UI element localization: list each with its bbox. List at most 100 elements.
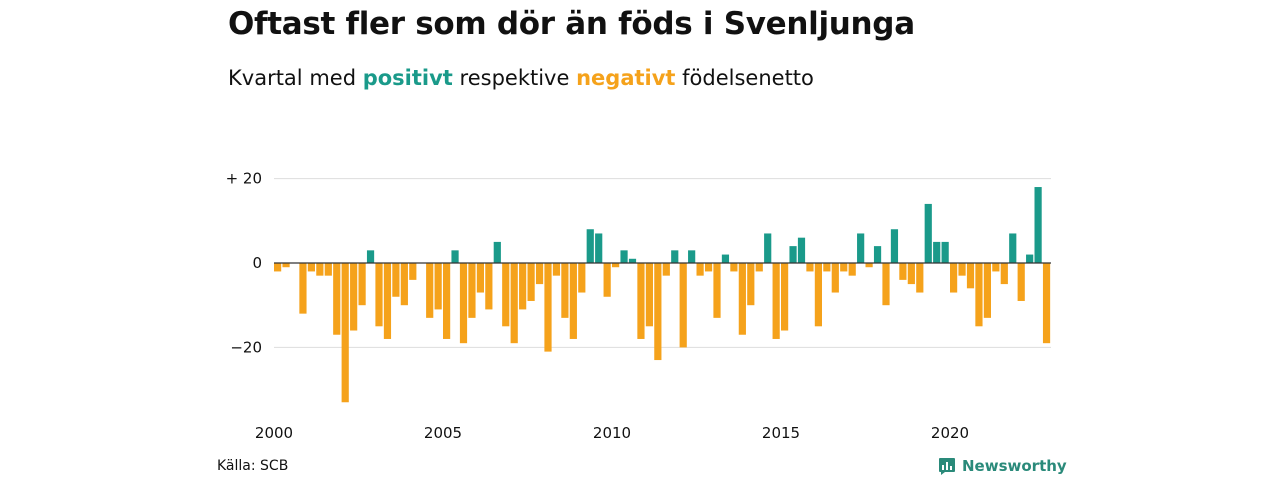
bar xyxy=(612,263,620,268)
bar xyxy=(738,263,746,335)
bar xyxy=(1017,263,1025,301)
bar xyxy=(840,263,848,272)
bar xyxy=(637,263,645,339)
bar xyxy=(992,263,1000,272)
bar xyxy=(358,263,366,306)
bar xyxy=(975,263,983,327)
bar xyxy=(890,229,899,263)
bar xyxy=(578,263,586,293)
bar xyxy=(392,263,400,297)
bar xyxy=(485,263,493,310)
bar xyxy=(324,263,332,276)
bar xyxy=(857,233,865,263)
bar xyxy=(1042,263,1051,344)
bar xyxy=(316,263,324,276)
chart-title: Oftast fler som dör än föds i Svenljunga xyxy=(228,6,915,42)
bar xyxy=(789,246,797,263)
bar xyxy=(907,263,915,285)
x-tick-label: 2020 xyxy=(931,424,969,442)
x-tick-label: 2015 xyxy=(762,424,800,442)
bar xyxy=(1000,263,1008,285)
bar xyxy=(924,203,932,263)
bar xyxy=(823,263,831,272)
y-tick-label: 0 xyxy=(252,254,262,272)
bar xyxy=(603,263,611,297)
bar xyxy=(350,263,358,331)
bar xyxy=(620,250,628,263)
bar xyxy=(274,263,282,272)
bar xyxy=(628,258,637,263)
bar xyxy=(671,250,679,263)
y-tick-label: −20 xyxy=(230,338,262,356)
bar xyxy=(755,263,763,272)
bar xyxy=(595,233,603,263)
bar xyxy=(679,263,687,348)
bar xyxy=(561,263,569,318)
bar xyxy=(299,263,307,314)
bar xyxy=(586,229,594,263)
brand-name: Newsworthy xyxy=(962,457,1067,475)
bar xyxy=(333,263,341,335)
chart-subtitle: Kvartal med positivt respektive negativt… xyxy=(228,66,814,90)
bar xyxy=(662,263,670,276)
subtitle-negative: negativt xyxy=(576,66,676,90)
bar xyxy=(958,263,966,276)
bar xyxy=(1009,233,1017,263)
bar xyxy=(713,263,721,318)
bar xyxy=(899,263,907,280)
bar xyxy=(721,254,730,263)
bar xyxy=(375,263,383,327)
bar xyxy=(544,263,552,352)
bar xyxy=(966,263,975,289)
bar xyxy=(400,263,408,306)
bar xyxy=(814,263,822,327)
bar xyxy=(747,263,755,306)
bar xyxy=(1034,187,1042,263)
subtitle-suffix: födelsenetto xyxy=(682,66,814,90)
bar xyxy=(645,263,653,327)
bar xyxy=(459,263,468,344)
bar xyxy=(797,237,806,263)
bar xyxy=(933,241,941,263)
subtitle-positive: positivt xyxy=(362,66,453,90)
bar xyxy=(916,263,924,293)
bar xyxy=(873,246,882,263)
bar xyxy=(569,263,577,339)
x-tick-label: 2000 xyxy=(255,424,293,442)
brand-logo: Newsworthy xyxy=(938,456,1067,476)
bar xyxy=(468,263,476,318)
bar xyxy=(383,263,392,339)
bar xyxy=(654,263,662,361)
bar xyxy=(341,263,349,403)
bar xyxy=(704,263,713,272)
bar xyxy=(806,263,814,272)
bar xyxy=(493,241,501,263)
bar xyxy=(366,250,375,263)
bar xyxy=(882,263,890,306)
bar xyxy=(443,263,451,339)
x-tick-label: 2010 xyxy=(593,424,631,442)
bar xyxy=(282,263,290,268)
bar xyxy=(764,233,772,263)
bar xyxy=(831,263,839,293)
bar xyxy=(730,263,738,272)
y-axis-ticks: + 20 0 −20 xyxy=(226,170,262,357)
bar xyxy=(1026,254,1034,263)
subtitle-prefix: Kvartal med xyxy=(228,66,357,90)
bar xyxy=(865,263,873,268)
bar xyxy=(696,263,704,276)
bar xyxy=(941,241,949,263)
bar xyxy=(688,250,696,263)
gridlines xyxy=(274,178,1051,348)
bar xyxy=(434,263,442,310)
bar xyxy=(519,263,527,310)
bar xyxy=(307,263,315,272)
bar xyxy=(950,263,958,293)
bar xyxy=(502,263,510,327)
newsworthy-logo-icon xyxy=(939,458,955,475)
bars xyxy=(274,187,1051,403)
bar xyxy=(476,263,484,293)
bar xyxy=(426,263,434,318)
bar xyxy=(772,263,780,339)
